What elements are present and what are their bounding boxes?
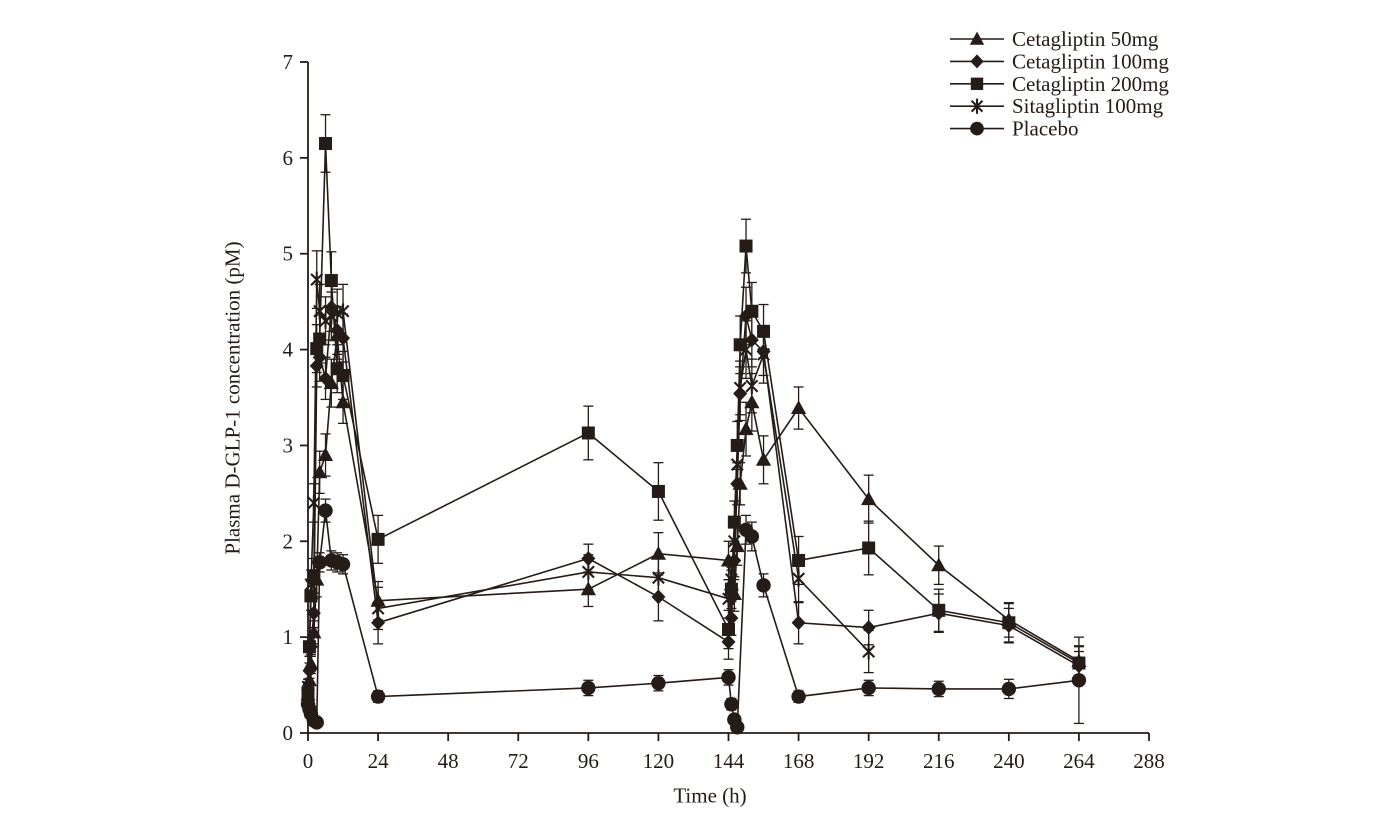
x-tick-label: 288 [1133,749,1165,773]
x-tick-label: 24 [368,749,390,773]
square-marker-icon [970,77,984,90]
y-tick-label: 3 [283,433,294,457]
legend-label: Sitagliptin 100mg [1012,94,1164,118]
x-tick-label: 240 [993,749,1025,773]
legend-item-cetagliptin-100mg: Cetagliptin 100mg [950,49,1169,73]
y-axis-ticks: 0 1 2 3 4 5 6 7 [283,50,308,745]
y-tick-label: 0 [283,721,294,745]
y-tick-label: 2 [283,529,294,553]
x-tick-label: 120 [643,749,675,773]
y-tick-label: 1 [283,625,294,649]
x-tick-label: 192 [853,749,885,773]
legend-item-placebo: Placebo [950,117,1078,141]
x-tick-label: 96 [578,749,599,773]
x-axis-title: Time (h) [673,783,747,808]
legend-label: Placebo [1012,117,1078,141]
series-cetagliptin-200mg [301,114,1086,702]
x-axis-ticks: 0 24 48 72 96 120 144 168 192 216 240 264 288 [303,733,1165,773]
x-tick-label: 72 [508,749,529,773]
legend-label: Cetagliptin 200mg [1012,72,1169,96]
legend-label: Cetagliptin 100mg [1012,49,1169,73]
legend-item-cetagliptin-200mg: Cetagliptin 200mg [950,72,1169,96]
asterisk-marker-icon [970,98,984,114]
y-tick-label: 4 [283,338,294,362]
y-tick-label: 5 [283,242,294,266]
x-tick-label: 264 [1063,749,1095,773]
triangle-marker-icon [969,31,985,45]
circle-marker-icon [970,121,984,136]
x-tick-label: 0 [303,749,314,773]
series-sitagliptin-100mg [301,250,876,696]
series-placebo [300,498,1087,735]
x-tick-label: 48 [438,749,459,773]
x-tick-label: 168 [783,749,815,773]
y-tick-label: 6 [283,146,294,170]
legend-item-cetagliptin-50mg: Cetagliptin 50mg [950,27,1159,51]
x-tick-label: 216 [923,749,955,773]
y-axis-title: Plasma D-GLP-1 concentration (pM) [220,241,245,555]
y-tick-label: 7 [283,50,294,74]
legend-label: Cetagliptin 50mg [1012,27,1159,51]
series-cetagliptin-50mg [300,310,1087,703]
x-tick-label: 144 [713,749,745,773]
diamond-marker-icon [970,54,984,69]
legend-item-sitagliptin-100mg: Sitagliptin 100mg [950,94,1164,118]
series-cetagliptin-100mg [301,282,1086,699]
